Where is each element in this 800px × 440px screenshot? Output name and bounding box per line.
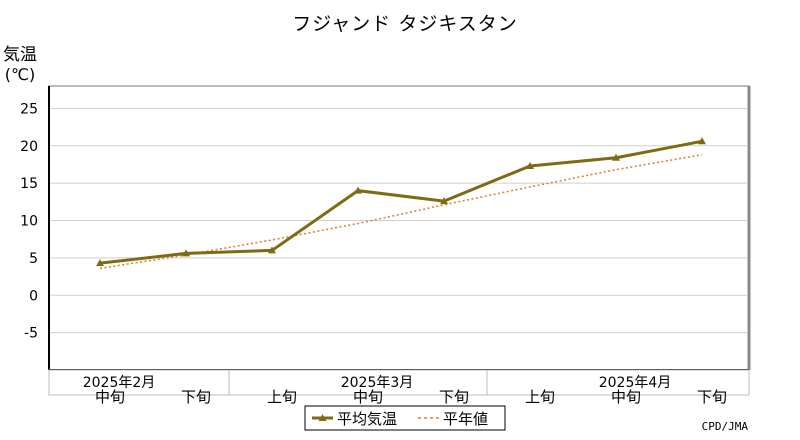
series-layer (96, 137, 706, 270)
x-tick-label: 下旬 (181, 388, 211, 406)
legend: 平均気温 平年値 (304, 405, 506, 431)
x-axis (48, 369, 750, 396)
y-axis-label: 気温 (3, 45, 37, 65)
y-axis-unit: (℃) (5, 65, 35, 84)
data-point-average (354, 186, 362, 194)
legend-label-normal: 平年値 (443, 410, 488, 428)
series-line-average (99, 139, 703, 265)
y-tick-label: 0 (29, 288, 38, 304)
y-tick-labels: -5 0 5 10 15 20 25 (20, 101, 38, 341)
data-point-average (182, 249, 190, 257)
y-tick-label: 15 (20, 176, 38, 192)
plot-area (48, 85, 751, 371)
plot-frame (48, 85, 750, 371)
data-point-average (96, 259, 104, 267)
x-tick-label: 中旬 (611, 388, 641, 406)
grid (50, 107, 747, 334)
month-label: 2025年2月 (83, 375, 156, 391)
month-label: 2025年3月 (341, 375, 414, 391)
y-tick-label: 10 (20, 214, 38, 230)
x-tick-label: 中旬 (95, 388, 125, 406)
legend-label-average: 平均気温 (337, 410, 397, 428)
data-point-average (526, 161, 534, 169)
y-tick-label: 5 (29, 251, 38, 267)
x-tick-label: 上旬 (525, 388, 555, 406)
x-tick-label: 下旬 (697, 388, 727, 406)
x-tick-label: 下旬 (439, 388, 469, 406)
data-point-average (612, 153, 620, 161)
legend-marker-average (318, 414, 327, 421)
month-labels: 2025年2月 2025年3月 2025年4月 (83, 375, 672, 391)
data-point-average (268, 246, 276, 254)
x-tick-label: 中旬 (353, 388, 383, 406)
y-tick-label: 25 (20, 101, 38, 117)
x-tick-labels: 中旬 下旬 上旬 中旬 下旬 上旬 中旬 下旬 (95, 388, 727, 406)
x-axis-band (48, 369, 750, 396)
credit-text: CPD/JMA (702, 420, 749, 433)
x-tick-label: 上旬 (267, 388, 297, 406)
data-point-average (440, 197, 448, 205)
legend-box (304, 405, 506, 431)
chart-title: フジャンド タジキスタン (292, 13, 518, 35)
y-tick-label: 20 (20, 139, 38, 155)
y-tick-label: -5 (24, 326, 38, 342)
month-label: 2025年4月 (599, 375, 672, 391)
data-point-average (698, 137, 706, 145)
